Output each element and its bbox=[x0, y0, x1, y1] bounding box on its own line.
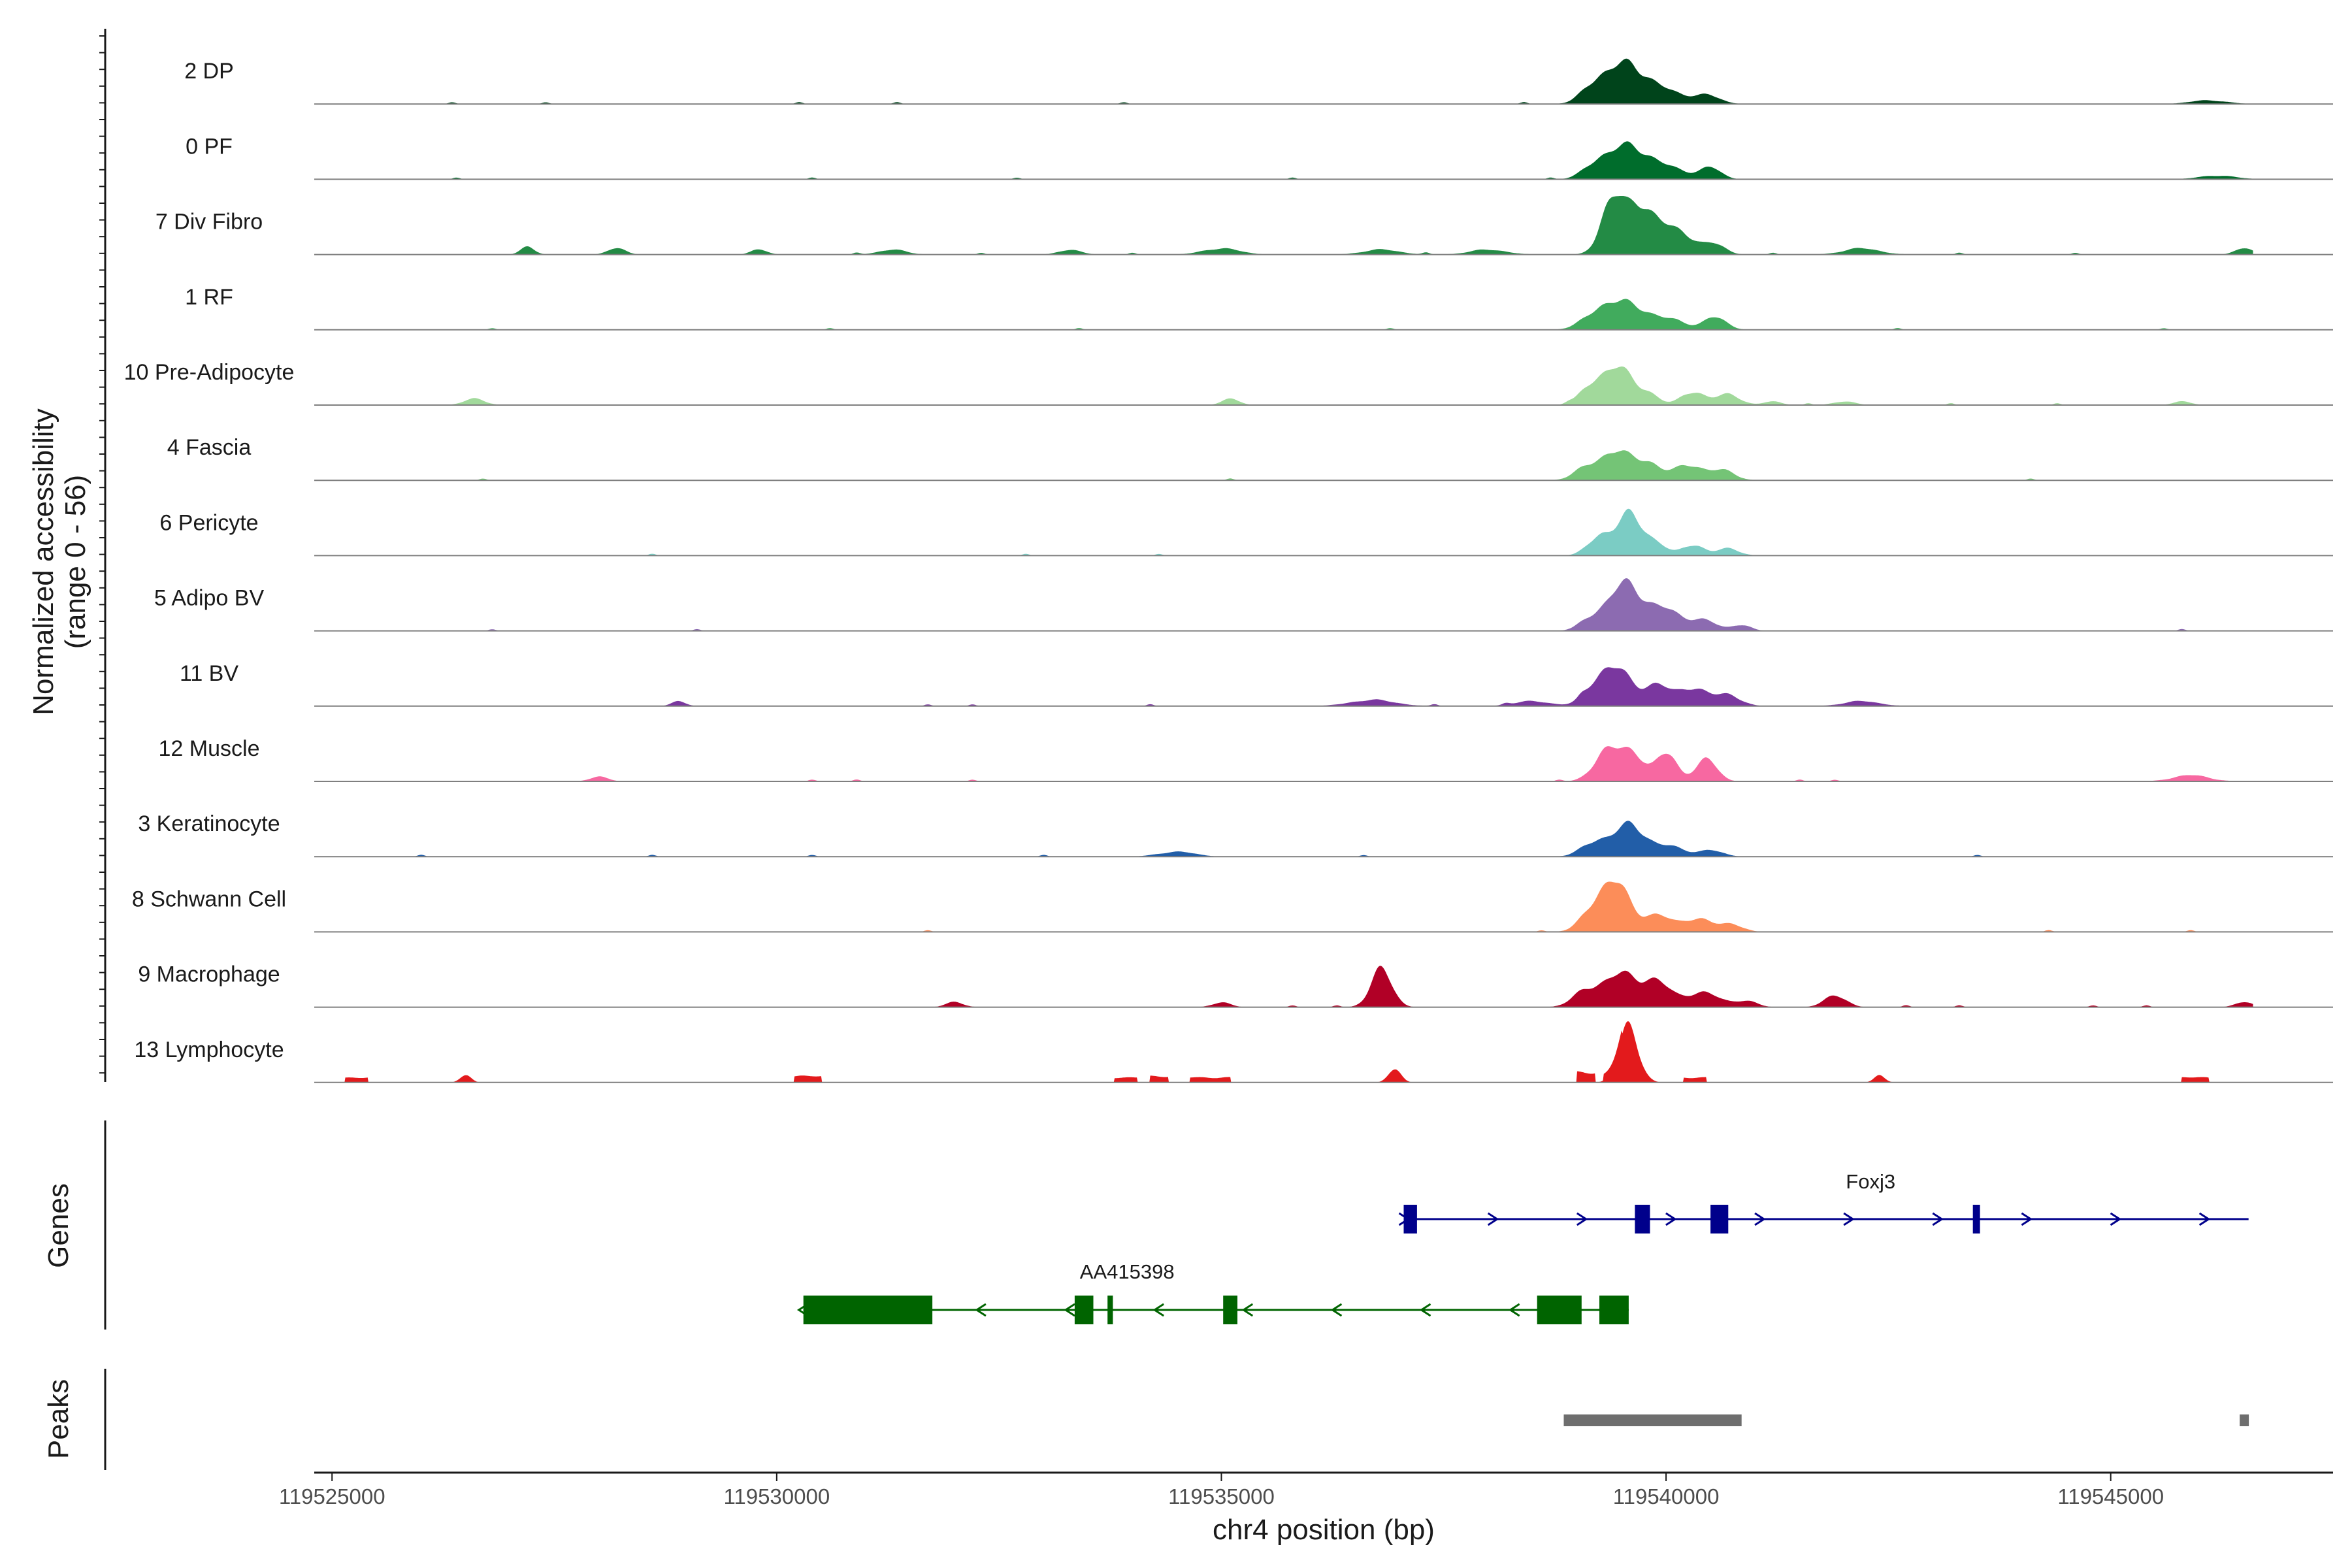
coverage-area bbox=[332, 821, 2253, 857]
coverage-area bbox=[332, 508, 2253, 556]
track-label: 13 Lymphocyte bbox=[134, 1037, 284, 1062]
x-tick-label: 119545000 bbox=[2057, 1484, 2164, 1509]
coverage-track: 11 BV bbox=[180, 661, 2333, 707]
track-label: 12 Muscle bbox=[159, 736, 260, 761]
peak-region bbox=[2240, 1414, 2249, 1426]
strand-arrow bbox=[1665, 1212, 1677, 1226]
gene-model: Foxj3 bbox=[1398, 1170, 2249, 1233]
coverage-area bbox=[332, 578, 2253, 631]
coverage-area bbox=[332, 299, 2253, 330]
coverage-track: 9 Macrophage bbox=[138, 962, 2333, 1008]
y-axis-ticks bbox=[99, 35, 105, 1074]
strand-arrow bbox=[1152, 1303, 1164, 1317]
peak-region bbox=[1563, 1414, 1742, 1426]
strand-arrow bbox=[1508, 1303, 1520, 1317]
y-axis-title: Normalized accessibility (range 0 - 56) bbox=[27, 408, 91, 715]
y-axis-title-line2: (range 0 - 56) bbox=[59, 475, 91, 649]
coverage-area bbox=[332, 667, 2253, 706]
coverage-area bbox=[332, 450, 2253, 481]
coverage-track: 3 Keratinocyte bbox=[138, 811, 2333, 858]
track-label: 8 Schwann Cell bbox=[132, 887, 286, 911]
strand-arrow bbox=[1064, 1303, 1075, 1317]
track-label: 4 Fascia bbox=[167, 435, 252, 460]
coverage-area bbox=[332, 58, 2253, 105]
coverage-tracks: 2 DP 0 PF 7 Div Fibro 1 RF 10 Pre-Adipocyte 4… bbox=[124, 58, 2333, 1083]
strand-arrow bbox=[2110, 1212, 2122, 1226]
strand-arrow bbox=[1419, 1303, 1431, 1317]
coverage-area bbox=[332, 366, 2253, 405]
exon bbox=[1599, 1296, 1629, 1324]
track-label: 1 RF bbox=[185, 285, 233, 310]
strand-arrow bbox=[2198, 1212, 2211, 1226]
track-label: 5 Adipo BV bbox=[154, 586, 265, 611]
coverage-track: 5 Adipo BV bbox=[154, 578, 2333, 632]
strand-arrow bbox=[1754, 1212, 1766, 1226]
coverage-track: 13 Lymphocyte bbox=[134, 1021, 2333, 1083]
track-label: 6 Pericyte bbox=[159, 510, 258, 535]
strand-arrow bbox=[1241, 1303, 1254, 1317]
x-axis-ticks: 119525000 119530000 119535000 119540000 1195… bbox=[279, 1473, 2164, 1509]
coverage-track: 12 Muscle bbox=[159, 736, 2333, 782]
track-label: 9 Macrophage bbox=[138, 962, 280, 987]
coverage-area bbox=[332, 1021, 2253, 1083]
peak-regions bbox=[1563, 1414, 2249, 1426]
strand-arrow bbox=[1932, 1212, 1944, 1226]
coverage-track: 2 DP bbox=[184, 58, 2333, 105]
track-label: 2 DP bbox=[184, 59, 234, 84]
strand-arrow bbox=[1576, 1212, 1588, 1226]
gene-model: AA415398 bbox=[796, 1260, 1629, 1324]
y-axis-title-line1: Normalized accessibility bbox=[27, 408, 59, 715]
gene-annotations: Foxj3 AA415398 bbox=[796, 1170, 2249, 1324]
exon bbox=[1635, 1205, 1650, 1233]
coverage-area bbox=[332, 196, 2253, 255]
strand-arrow bbox=[2021, 1212, 2033, 1226]
x-tick-label: 119540000 bbox=[1613, 1484, 1720, 1509]
track-label: 10 Pre-Adipocyte bbox=[124, 360, 295, 385]
exon bbox=[1403, 1205, 1417, 1233]
gene-label: AA415398 bbox=[1080, 1260, 1175, 1283]
exon bbox=[1223, 1296, 1237, 1324]
exon bbox=[1074, 1296, 1094, 1324]
track-label: 0 PF bbox=[186, 134, 233, 159]
gene-label: Foxj3 bbox=[1846, 1170, 1895, 1193]
coverage-track: 7 Div Fibro bbox=[155, 196, 2333, 255]
x-tick-label: 119535000 bbox=[1168, 1484, 1275, 1509]
coverage-area bbox=[332, 746, 2253, 781]
x-tick-label: 119530000 bbox=[723, 1484, 830, 1509]
coverage-track: 1 RF bbox=[185, 285, 2333, 331]
coverage-track: 4 Fascia bbox=[167, 435, 2333, 482]
track-label: 3 Keratinocyte bbox=[138, 811, 280, 836]
track-label: 11 BV bbox=[180, 661, 238, 686]
coverage-track: 8 Schwann Cell bbox=[132, 881, 2333, 933]
exon bbox=[1107, 1296, 1113, 1324]
coverage-area bbox=[332, 966, 2253, 1007]
genes-track-label: Genes bbox=[42, 1183, 74, 1268]
exon bbox=[1537, 1296, 1582, 1324]
strand-arrow bbox=[1843, 1212, 1855, 1226]
coverage-track: 10 Pre-Adipocyte bbox=[124, 360, 2333, 406]
exon bbox=[803, 1296, 933, 1324]
coverage-area bbox=[332, 141, 2253, 180]
coverage-track: 6 Pericyte bbox=[159, 508, 2333, 557]
coverage-track: 0 PF bbox=[186, 134, 2333, 180]
coverage-area bbox=[332, 881, 2253, 932]
track-label: 7 Div Fibro bbox=[155, 210, 263, 235]
x-axis-title: chr4 position (bp) bbox=[1213, 1514, 1435, 1546]
strand-arrow bbox=[1487, 1212, 1499, 1226]
exon bbox=[1710, 1205, 1729, 1233]
x-tick-label: 119525000 bbox=[279, 1484, 385, 1509]
exon bbox=[1972, 1205, 1980, 1233]
strand-arrow bbox=[975, 1303, 987, 1317]
strand-arrow bbox=[1330, 1303, 1343, 1317]
peaks-track-label: Peaks bbox=[42, 1379, 74, 1459]
